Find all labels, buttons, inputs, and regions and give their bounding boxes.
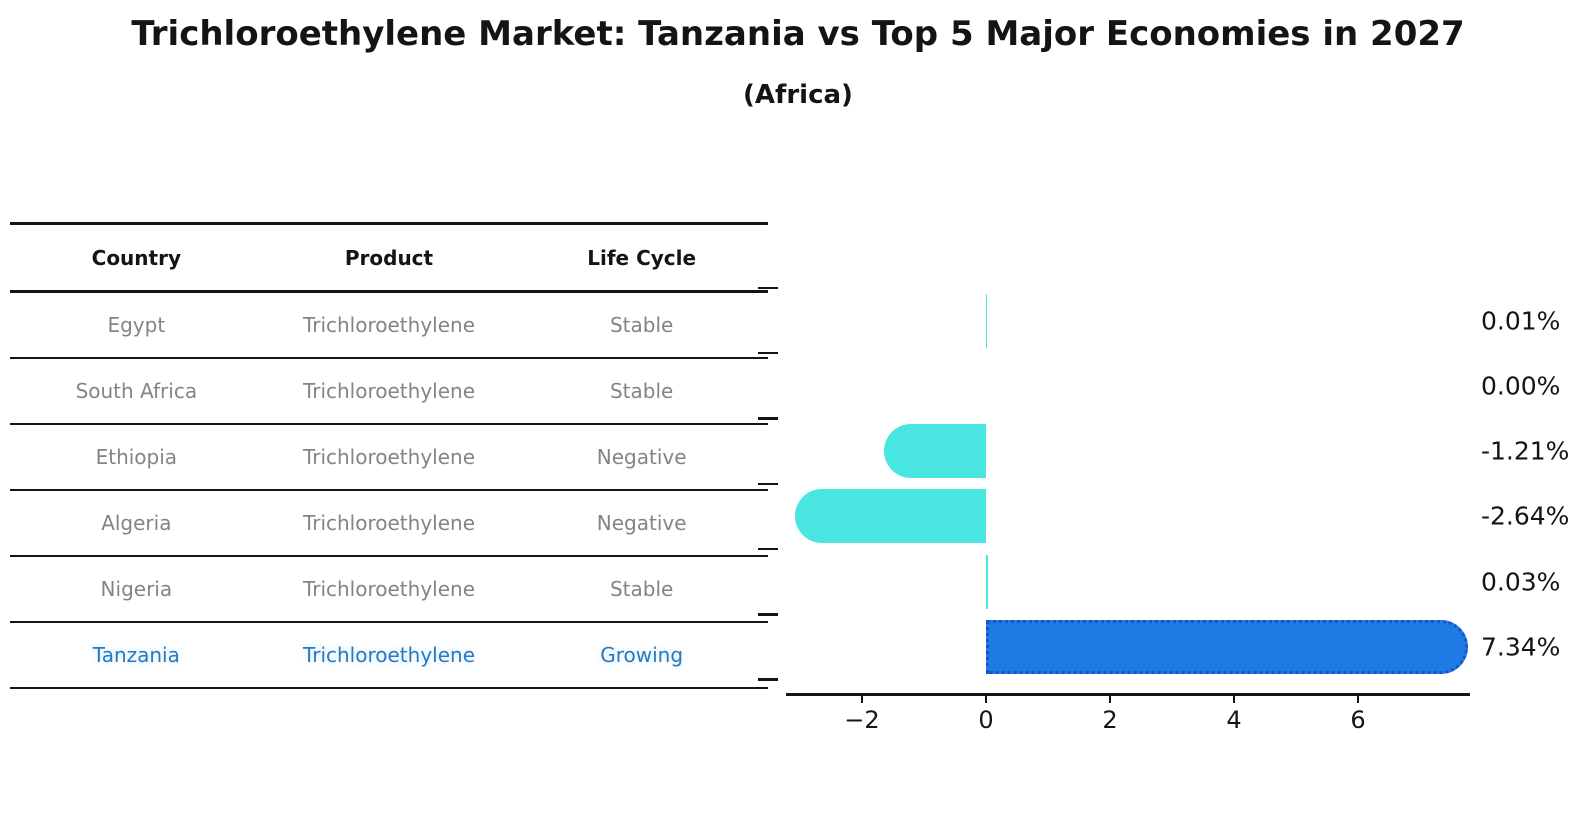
country-cell: South Africa bbox=[10, 358, 263, 425]
table-row: Algeria Trichloroethylene Negative bbox=[10, 490, 768, 557]
x-axis-tick bbox=[1356, 693, 1360, 703]
table-header-row: Country Product Life Cycle bbox=[10, 223, 768, 293]
value-label: -2.64% bbox=[1481, 501, 1570, 531]
product-cell: Trichloroethylene bbox=[262, 358, 516, 425]
table-header: Country Product Life Cycle bbox=[10, 223, 768, 293]
life-cycle-cell: Negative bbox=[515, 490, 768, 557]
value-label: 0.03% bbox=[1481, 567, 1561, 597]
x-axis-tick bbox=[860, 693, 864, 703]
country-cell: Egypt bbox=[10, 291, 263, 359]
table-row: Nigeria Trichloroethylene Stable bbox=[10, 556, 768, 623]
x-axis-tick-label: 4 bbox=[1226, 706, 1242, 734]
x-axis-tick bbox=[1232, 693, 1236, 703]
bar-egypt bbox=[986, 293, 987, 348]
x-axis-tick-label: 6 bbox=[1350, 706, 1366, 734]
table-row: South Africa Trichloroethylene Stable bbox=[10, 358, 768, 425]
y-axis-tick bbox=[758, 547, 778, 551]
product-cell: Trichloroethylene bbox=[262, 556, 516, 623]
bar-algeria bbox=[795, 489, 986, 544]
x-axis-tick-label: −2 bbox=[844, 706, 880, 734]
y-axis-tick bbox=[758, 482, 778, 485]
chart-subtitle: (Africa) bbox=[743, 80, 853, 110]
bar-nigeria bbox=[986, 554, 988, 609]
life-cycle-cell: Stable bbox=[515, 556, 768, 623]
column-header-country: Country bbox=[10, 223, 263, 293]
bar-highlight-tanzania bbox=[986, 620, 1469, 674]
bar-ethiopia bbox=[883, 424, 986, 479]
product-cell: Trichloroethylene bbox=[262, 622, 516, 689]
table-row: Ethiopia Trichloroethylene Negative bbox=[10, 424, 768, 491]
x-axis-tick bbox=[984, 693, 988, 703]
country-cell: Tanzania bbox=[10, 622, 263, 689]
value-label: 0.01% bbox=[1481, 306, 1561, 335]
product-cell: Trichloroethylene bbox=[262, 490, 516, 557]
table-row: Egypt Trichloroethylene Stable bbox=[10, 291, 768, 359]
life-cycle-cell: Stable bbox=[515, 291, 768, 359]
y-axis-tick bbox=[758, 286, 778, 290]
x-axis-tick-label: 0 bbox=[978, 706, 994, 734]
life-cycle-cell: Negative bbox=[515, 424, 768, 491]
product-cell: Trichloroethylene bbox=[262, 291, 516, 359]
country-cell: Ethiopia bbox=[10, 424, 263, 491]
y-axis-tick bbox=[758, 417, 778, 420]
column-header-life-cycle: Life Cycle bbox=[515, 223, 768, 293]
x-axis-line bbox=[786, 693, 1470, 696]
y-axis-tick bbox=[758, 613, 778, 616]
comparison-table: Country Product Life Cycle Egypt Trichlor… bbox=[10, 222, 768, 689]
value-label: 0.00% bbox=[1481, 371, 1561, 401]
value-label: -1.21% bbox=[1481, 436, 1570, 466]
country-cell: Nigeria bbox=[10, 556, 263, 623]
table-row: Tanzania Trichloroethylene Growing bbox=[10, 622, 768, 689]
life-cycle-cell: Growing bbox=[515, 622, 768, 689]
value-label: 7.34% bbox=[1481, 632, 1561, 662]
y-axis-tick bbox=[758, 678, 778, 681]
column-header-product: Product bbox=[262, 223, 516, 293]
chart-title: Trichloroethylene Market: Tanzania vs To… bbox=[131, 14, 1465, 54]
product-cell: Trichloroethylene bbox=[262, 424, 516, 491]
life-cycle-cell: Stable bbox=[515, 358, 768, 425]
country-cell: Algeria bbox=[10, 490, 263, 557]
x-axis-tick bbox=[1108, 693, 1112, 703]
y-axis-tick bbox=[758, 351, 778, 355]
x-axis-tick-label: 2 bbox=[1102, 706, 1118, 734]
